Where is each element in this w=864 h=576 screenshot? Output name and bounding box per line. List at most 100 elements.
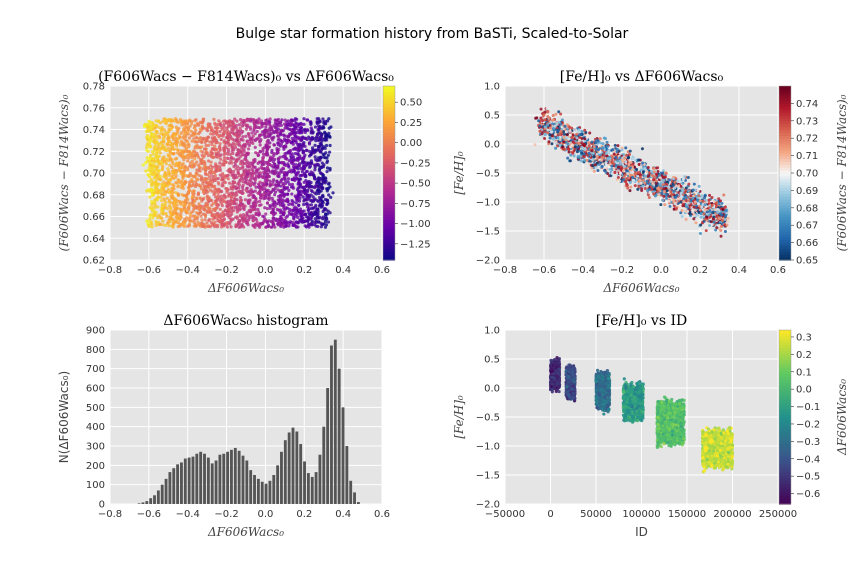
data-point [174,156,179,161]
data-point [197,202,201,206]
y-tick-label: −0.5 [476,169,500,180]
data-point [309,129,313,134]
data-point [264,193,268,197]
data-point [242,169,246,173]
data-point [286,192,290,196]
data-point [270,126,274,130]
data-point [230,149,234,153]
data-point [263,196,267,200]
data-point [311,199,316,203]
x-tick-label: 0.4 [335,265,351,276]
data-point [568,159,572,163]
data-point [279,123,283,127]
data-point [181,176,185,181]
data-point [309,210,313,214]
data-point [265,118,269,122]
data-point [314,203,318,208]
data-point [219,153,223,157]
data-point [253,165,257,169]
data-point [294,173,298,177]
y-tick-label: 0.0 [484,140,500,151]
data-point [307,142,312,146]
data-point [315,215,319,219]
data-point [189,174,194,178]
data-point [221,134,225,138]
data-point [283,122,287,126]
data-point [232,173,236,177]
data-point [209,221,213,225]
data-point [164,133,168,137]
data-point [291,223,295,227]
data-point [257,182,261,186]
data-point [187,153,191,157]
data-point [295,117,299,121]
data-point [221,174,225,178]
data-point [195,140,199,144]
data-point [199,140,203,144]
data-point [192,137,196,141]
data-point [327,126,331,130]
data-point [293,131,297,135]
data-point [199,175,204,179]
data-point [152,188,156,192]
data-point [257,223,261,228]
data-point [226,177,230,181]
data-point [281,212,285,216]
data-point [181,135,185,139]
data-point [168,182,172,186]
data-point [190,155,194,159]
data-point [165,181,169,185]
colorbar-tick-label: 0.00 [400,138,422,149]
x-tick-label: −0.4 [571,265,595,276]
data-point [178,118,183,122]
data-point [165,157,169,161]
data-point [253,225,257,229]
data-point [147,145,152,149]
data-point [271,180,275,184]
data-point [261,184,265,188]
data-point [274,218,278,223]
data-point [710,196,714,200]
data-point [245,118,249,122]
data-point [318,124,322,129]
data-point [327,181,331,185]
data-point [238,190,242,194]
data-point [208,188,212,192]
data-point [319,166,323,170]
data-point [293,151,298,156]
data-point [194,118,198,122]
data-point [199,187,204,191]
data-point [699,223,703,227]
data-point [180,150,185,154]
data-point [257,121,261,125]
data-point [229,218,233,222]
data-point [211,147,215,151]
data-point [331,191,335,195]
data-point [268,204,273,209]
data-point [298,177,303,181]
data-point [186,149,191,154]
data-point [325,119,330,123]
data-point [179,131,183,135]
data-point [206,153,211,158]
data-point [567,150,571,154]
data-point [312,175,317,180]
data-point [296,221,300,225]
data-point [237,219,242,223]
data-point [314,224,318,228]
data-point [252,129,256,133]
data-point [164,119,168,123]
data-point [150,202,154,207]
data-point [174,140,178,144]
data-point [190,219,194,223]
data-point [198,184,202,188]
data-point [152,208,156,212]
data-point [151,122,155,126]
data-point [238,126,242,130]
data-point [296,124,300,128]
data-point [265,144,269,148]
colorbar-tick-label: −1.25 [400,239,431,250]
data-point [266,167,270,171]
data-point [271,165,275,169]
data-point [210,183,214,187]
